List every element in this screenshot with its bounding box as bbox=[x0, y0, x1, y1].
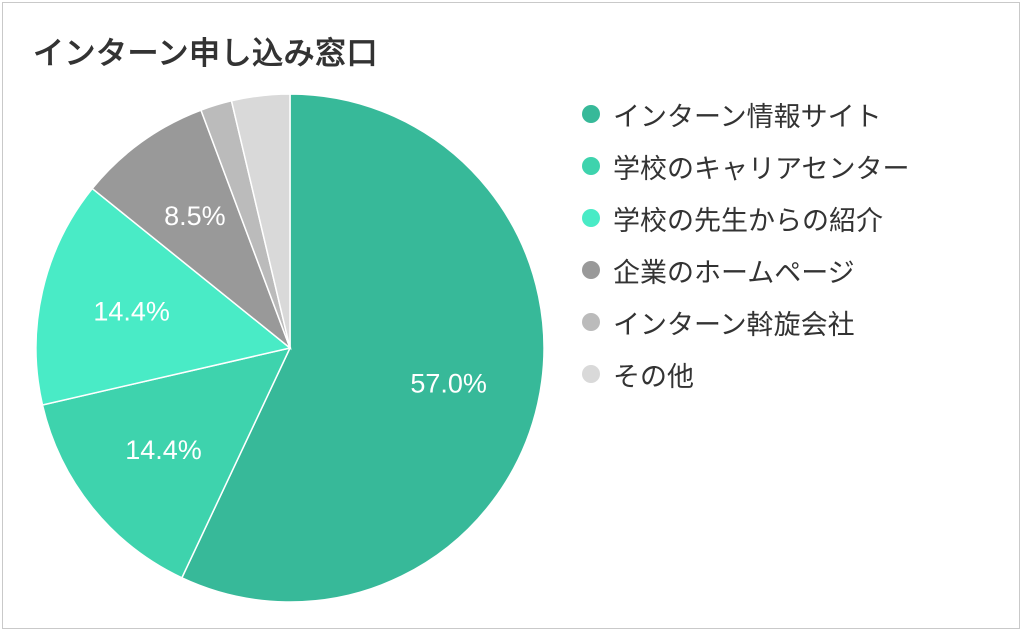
legend-label: 学校のキャリアセンター bbox=[613, 153, 910, 185]
pie-slice-1 bbox=[180, 93, 545, 603]
legend-swatch bbox=[582, 209, 600, 227]
pie-slice-3 bbox=[35, 187, 292, 406]
legend-swatch bbox=[582, 261, 600, 279]
legend-label: インターン斡旋会社 bbox=[613, 309, 855, 341]
legend-item: インターン情報サイト bbox=[582, 88, 909, 140]
legend-item: 学校の先生からの紹介 bbox=[582, 192, 909, 244]
legend-item: 企業のホームページ bbox=[582, 244, 909, 296]
chart-title: インターン申し込み窓口 bbox=[33, 36, 378, 72]
legend-swatch bbox=[582, 105, 600, 123]
pie-slice-2 bbox=[41, 346, 292, 579]
slice-value-label: 57.0% bbox=[410, 369, 487, 399]
legend-item: 学校のキャリアセンター bbox=[582, 140, 909, 192]
slice-value-label: 8.5% bbox=[164, 201, 226, 231]
legend: インターン情報サイト 学校のキャリアセンター 学校の先生からの紹介 企業のホームページ… bbox=[582, 88, 909, 400]
pie-slice-6 bbox=[230, 93, 291, 349]
legend-label: その他 bbox=[613, 361, 694, 393]
legend-label: 企業のホームページ bbox=[613, 257, 855, 289]
legend-label: 学校の先生からの紹介 bbox=[613, 205, 883, 237]
legend-swatch bbox=[582, 365, 600, 383]
legend-swatch bbox=[582, 157, 600, 175]
legend-label: インターン情報サイト bbox=[613, 101, 882, 133]
slice-value-label: 14.4% bbox=[125, 435, 202, 465]
pie-slice-4 bbox=[91, 109, 292, 351]
legend-swatch bbox=[582, 313, 600, 331]
legend-item: その他 bbox=[582, 348, 909, 400]
legend-item: インターン斡旋会社 bbox=[582, 296, 909, 348]
slice-value-label: 14.4% bbox=[93, 297, 170, 327]
